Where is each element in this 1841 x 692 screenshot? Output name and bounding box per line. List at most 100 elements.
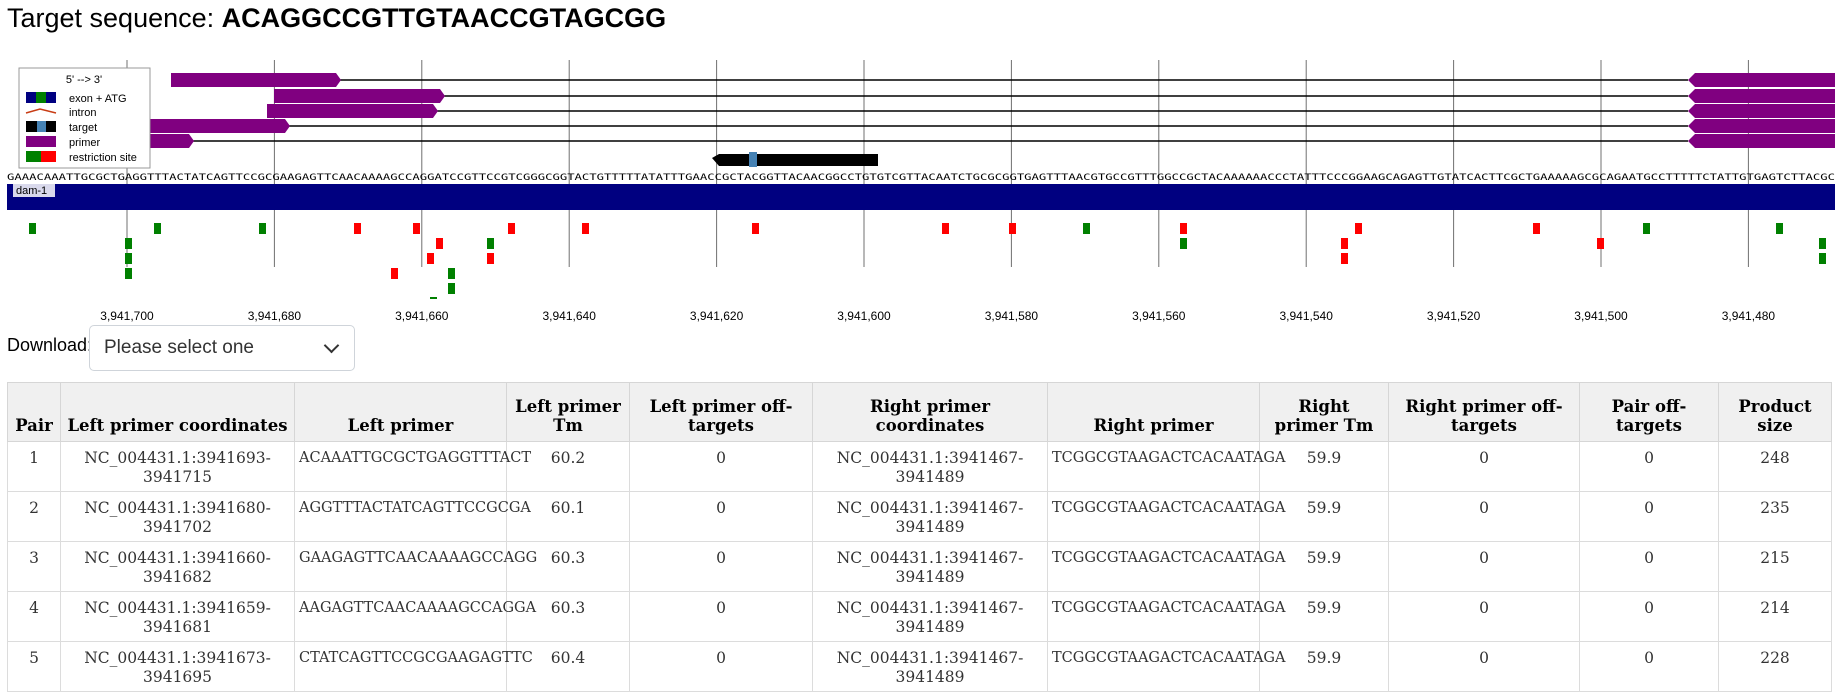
- restriction-site[interactable]: [1819, 238, 1826, 249]
- restriction-site[interactable]: [125, 238, 132, 249]
- restriction-site[interactable]: [942, 223, 949, 234]
- table-cell: 0: [1579, 491, 1719, 542]
- axis-tick-label: 3,941,660: [395, 309, 449, 322]
- axis-tick-label: 3,941,620: [690, 309, 744, 322]
- chevron-down-icon: [323, 337, 340, 354]
- restriction-site[interactable]: [448, 283, 455, 294]
- right-primer[interactable]: [1688, 104, 1841, 118]
- table-cell: AGGTTTACTATCAGTTCCGCGA: [294, 491, 531, 542]
- column-header[interactable]: Left primer coordinates: [60, 382, 295, 442]
- table-row[interactable]: 5 NC_004431.1:3941673-3941695 CTATCAGTTCCG…: [7, 641, 1832, 692]
- target-site[interactable]: [712, 152, 878, 167]
- right-primer[interactable]: [1688, 134, 1841, 148]
- restriction-site[interactable]: [1776, 223, 1783, 234]
- target-arrow[interactable]: [712, 154, 878, 166]
- axis-tick-label: 3,941,500: [1574, 309, 1628, 322]
- table-cell: 0: [1388, 441, 1580, 492]
- restriction-site[interactable]: [487, 238, 494, 249]
- primer-track-viewer[interactable]: GAAACAAATTGCGCTGAGGTTTACTATCAGTTCCGCGAAG…: [0, 60, 1841, 322]
- legend: 5' --> 3' exon + ATG intron target prime…: [18, 67, 151, 169]
- restriction-site[interactable]: [1819, 253, 1826, 264]
- restriction-site[interactable]: [1180, 238, 1187, 249]
- restriction-site[interactable]: [1341, 253, 1348, 264]
- axis-tick-label: 3,941,640: [543, 309, 597, 322]
- table-header-row: Pair Left primer coordinates Left primer Le…: [7, 382, 1832, 442]
- restriction-site[interactable]: [582, 223, 589, 234]
- table-cell: NC_004431.1:3941467-3941489: [812, 441, 1048, 492]
- table-cell: 0: [629, 441, 813, 492]
- restriction-site[interactable]: [391, 268, 398, 279]
- restriction-site[interactable]: [752, 223, 759, 234]
- table-cell: NC_004431.1:3941659-3941681: [60, 591, 295, 642]
- table-cell: NC_004431.1:3941467-3941489: [812, 541, 1048, 592]
- table-cell: 3: [7, 541, 61, 592]
- table-cell: 248: [1718, 441, 1832, 492]
- table-cell: 0: [1579, 441, 1719, 492]
- restriction-site[interactable]: [125, 253, 132, 264]
- restriction-site[interactable]: [1597, 238, 1604, 249]
- restriction-site[interactable]: [487, 253, 494, 264]
- column-header[interactable]: Right primer Tm: [1259, 382, 1389, 442]
- table-cell: AAGAGTTCAACAAAAGCCAGGA: [294, 591, 536, 642]
- table-cell: 59.9: [1259, 491, 1389, 542]
- left-primer[interactable]: [130, 119, 290, 133]
- table-cell: 0: [1388, 591, 1580, 642]
- column-header[interactable]: Left primer off-targets: [629, 382, 813, 442]
- coordinate-axis: 3,941,700 3,941,680 3,941,660 3,941,640 3,94…: [100, 309, 1775, 322]
- column-header[interactable]: Right primer off-targets: [1388, 382, 1580, 442]
- column-header[interactable]: Pair: [7, 382, 61, 442]
- restriction-site[interactable]: [448, 268, 455, 279]
- restriction-site[interactable]: [1009, 223, 1016, 234]
- table-cell: 215: [1718, 541, 1832, 592]
- table-cell: 5: [7, 641, 61, 692]
- right-primer[interactable]: [1688, 119, 1841, 133]
- exon-icon: [26, 92, 56, 103]
- target-sequence-prefix: Target sequence:: [7, 3, 222, 33]
- restriction-site[interactable]: [1083, 223, 1090, 234]
- table-cell: 60.3: [506, 591, 630, 642]
- table-cell: TCGGCGTAAGACTCACAATAGA: [1047, 541, 1285, 592]
- exon-bar[interactable]: [7, 184, 1835, 210]
- table-cell: 60.3: [506, 541, 630, 592]
- table-cell: NC_004431.1:3941660-3941682: [60, 541, 295, 592]
- restriction-site[interactable]: [1341, 238, 1348, 249]
- legend-label-exon: exon + ATG: [69, 93, 127, 105]
- restriction-site[interactable]: [436, 238, 443, 249]
- restriction-site[interactable]: [1355, 223, 1362, 234]
- column-header[interactable]: Product size: [1718, 382, 1832, 442]
- column-header[interactable]: Right primer coordinates: [812, 382, 1048, 442]
- table-row[interactable]: 1 NC_004431.1:3941693-3941715 ACAAATTGCGCT…: [7, 441, 1832, 492]
- table-row[interactable]: 4 NC_004431.1:3941659-3941681 AAGAGTTCAACA…: [7, 591, 1832, 642]
- column-header[interactable]: Left primer: [294, 382, 507, 442]
- column-header[interactable]: Pair off-targets: [1579, 382, 1719, 442]
- restriction-site[interactable]: [427, 253, 434, 264]
- download-select[interactable]: Please select one: [89, 325, 355, 371]
- target-sequence-value: ACAGGCCGTTGTAACCGTAGCGG: [221, 3, 667, 33]
- right-primer[interactable]: [1688, 73, 1841, 87]
- restriction-site[interactable]: [154, 223, 161, 234]
- restriction-site[interactable]: [259, 223, 266, 234]
- restriction-site[interactable]: [1533, 223, 1540, 234]
- restriction-site[interactable]: [508, 223, 515, 234]
- restriction-site[interactable]: [413, 223, 420, 234]
- restriction-site[interactable]: [354, 223, 361, 234]
- axis-tick-label: 3,941,480: [1722, 309, 1776, 322]
- gene-label: dam-1: [16, 185, 47, 197]
- legend-label-primer: primer: [69, 137, 101, 149]
- restriction-site[interactable]: [430, 297, 437, 299]
- restriction-site[interactable]: [1180, 223, 1187, 234]
- column-header[interactable]: Right primer: [1047, 382, 1260, 442]
- column-header[interactable]: Left primer Tm: [506, 382, 630, 442]
- table-cell: NC_004431.1:3941467-3941489: [812, 591, 1048, 642]
- restriction-site[interactable]: [29, 223, 36, 234]
- restriction-site[interactable]: [1643, 223, 1650, 234]
- gene-label-bg: [13, 183, 55, 197]
- right-primer[interactable]: [1688, 89, 1841, 103]
- genomic-sequence-strip: GAAACAAATTGCGCTGAGGTTTACTATCAGTTCCGCGAAG…: [7, 172, 1835, 183]
- left-primer[interactable]: [274, 89, 445, 103]
- restriction-site[interactable]: [125, 268, 132, 279]
- left-primer[interactable]: [267, 104, 438, 118]
- table-row[interactable]: 2 NC_004431.1:3941680-3941702 AGGTTTACTATC…: [7, 491, 1832, 542]
- left-primer[interactable]: [171, 73, 341, 87]
- table-row[interactable]: 3 NC_004431.1:3941660-3941682 GAAGAGTTCAAC…: [7, 541, 1832, 592]
